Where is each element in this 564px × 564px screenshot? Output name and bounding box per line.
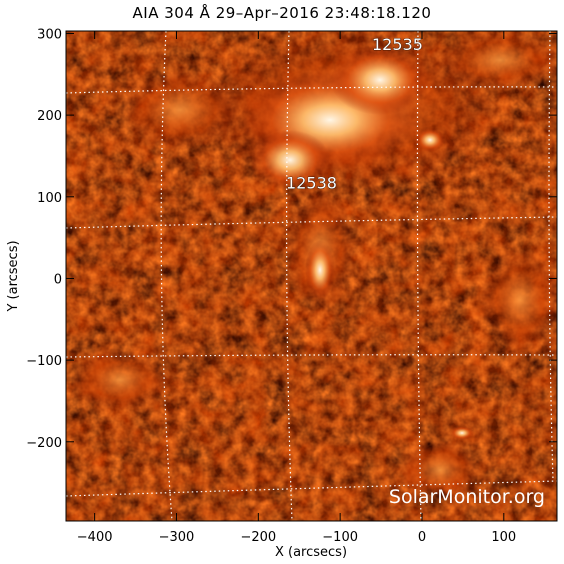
active-region-label: 12535 [372,35,423,54]
x-axis-label: X (arcsecs) [275,545,347,560]
y-tick-label: 200 [37,109,62,124]
coordinate-grid [66,31,557,521]
x-tick-label: −400 [77,530,113,545]
plot-title: AIA 304 Å 29–Apr–2016 23:48:18.120 [132,4,432,22]
y-tick-label: 100 [37,191,62,206]
watermark: SolarMonitor.org [389,486,545,508]
y-axis-label: Y (arcsecs) [6,240,21,312]
active-region-labels: 12535 12538 [286,34,423,193]
y-axis-ticks: 300 200 100 0 −100 −200 [26,27,557,451]
x-axis-ticks: −400 −300 −200 −100 0 100 [77,31,516,545]
x-tick-label: 100 [491,530,516,545]
x-tick-label: 0 [418,530,426,545]
x-tick-label: −200 [240,530,276,545]
y-tick-label: −100 [26,354,62,369]
y-tick-label: 300 [37,27,62,42]
plot-frame [65,30,558,522]
y-tick-label: 0 [54,272,62,287]
x-tick-label: −300 [159,530,195,545]
y-tick-label: −200 [26,436,62,451]
solar-image: 12535 12538 SolarMonitor.org [66,31,557,521]
x-tick-label: −100 [322,530,358,545]
active-region-label: 12538 [286,174,337,193]
